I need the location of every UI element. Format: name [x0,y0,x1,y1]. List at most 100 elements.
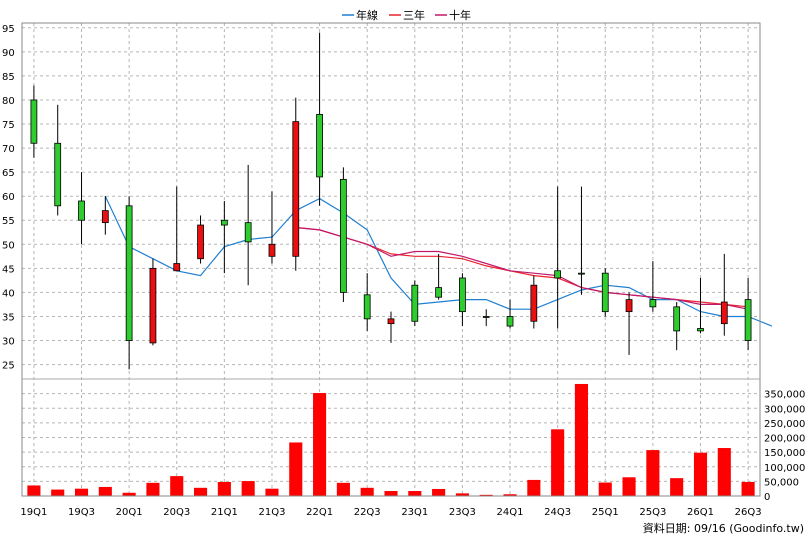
x-tick-label: 22Q1 [306,507,333,518]
price-tick-label: 70 [2,144,15,155]
price-tick-label: 60 [2,192,15,203]
candle-body [625,299,633,313]
volume-bar [217,481,231,496]
volume-bar [336,482,350,496]
price-tick-label: 65 [2,168,15,179]
data-source-label: 資料日期: 09/16 (Goodinfo.tw) [643,521,804,535]
volume-bar [384,491,398,496]
price-tick-label: 25 [2,361,15,372]
price-tick-label: 45 [2,264,15,275]
volume-bar [455,493,469,496]
candle-body [292,121,300,257]
volume-tick-label: 200,000 [764,434,805,445]
volume-tick-label: 0 [764,492,770,503]
volume-bar [479,494,493,496]
volume-tick-label: 350,000 [764,390,805,401]
candle-body [720,301,728,325]
volume-bar [527,479,541,496]
volume-bar [265,488,279,496]
candle-body [173,263,181,272]
price-axis-ticks: 25 30 35 40 45 50 55 60 65 70 75 80 85 90 95 [2,24,15,372]
series-line [295,226,749,308]
volume-bar [122,492,136,496]
candle-body [482,316,490,318]
candle-body [268,243,276,257]
price-tick-label: 35 [2,312,15,323]
candle-body [125,205,133,341]
candle-body [220,219,228,226]
volume-bar [98,486,112,496]
price-tick-label: 95 [2,24,15,35]
volume-bar [622,477,636,496]
x-tick-label: 26Q3 [735,507,762,518]
volume-tick-label: 50,000 [764,477,799,488]
x-tick-label: 24Q1 [497,507,524,518]
volume-bar [241,481,255,496]
legend-label-three-year: 三年 [403,8,425,22]
volume-bar [432,488,446,496]
volume-bar [670,478,684,496]
x-axis-ticks: 19Q1 19Q3 20Q1 20Q3 21Q1 21Q3 22Q1 22Q3 23Q1 23Q3… [20,507,761,518]
candle-body [411,284,419,322]
price-tick-label: 55 [2,216,15,227]
volume-bar [74,488,89,496]
candle-body [506,316,514,327]
candle-body [697,328,704,332]
series-line [295,226,749,310]
candlesticks [30,32,752,370]
x-tick-label: 25Q3 [639,507,666,518]
candle-body [101,210,109,224]
x-tick-label: 21Q1 [211,507,238,518]
x-tick-label: 26Q1 [687,507,714,518]
x-tick-label: 22Q3 [354,507,381,518]
candle-body [530,284,538,322]
volume-tick-label: 100,000 [764,463,805,474]
candle-body [78,200,85,221]
price-tick-label: 50 [2,240,15,251]
x-tick-label: 25Q1 [592,507,619,518]
x-tick-label: 19Q1 [20,507,47,518]
candle-body [554,270,562,279]
volume-bar [598,482,612,496]
volume-bars [27,383,755,496]
volume-bar [551,429,565,496]
volume-bar [408,491,422,496]
volume-bar [741,481,755,496]
candle-body [387,318,395,325]
volume-bar [360,487,374,496]
candle-body [30,99,38,144]
legend: 年線 三年 十年 [342,8,471,22]
volume-bar [646,450,660,496]
legend-label-annual: 年線 [356,8,378,22]
candle-body [744,299,752,341]
x-tick-label: 21Q3 [258,507,285,518]
x-tick-label: 23Q1 [401,507,428,518]
volume-axis-ticks: 0 50,000 100,000 150,000 200,000 250,000 300,0… [764,390,805,503]
plot-frame [21,22,761,497]
x-tick-label: 20Q1 [116,507,143,518]
volume-bar [194,487,208,496]
price-tick-label: 40 [2,288,15,299]
x-tick-label: 19Q3 [68,507,95,518]
volume-bar [717,448,731,496]
candle-body [316,114,323,178]
volume-bar [313,393,327,496]
volume-bar [27,485,41,496]
gridlines [22,23,760,496]
candle-body [435,287,442,298]
volume-bar [574,383,588,496]
candle-body [54,142,62,207]
price-tick-label: 75 [2,120,15,131]
x-tick-label: 23Q3 [449,507,476,518]
volume-tick-label: 250,000 [764,419,805,430]
volume-tick-label: 150,000 [764,448,805,459]
volume-bar [289,442,303,496]
candle-body [244,222,252,243]
volume-bar [146,482,160,496]
x-tick-label: 20Q3 [163,507,190,518]
price-tick-label: 85 [2,72,15,83]
candle-body [340,178,347,293]
x-tick-label: 24Q3 [544,507,571,518]
price-tick-label: 90 [2,48,15,59]
